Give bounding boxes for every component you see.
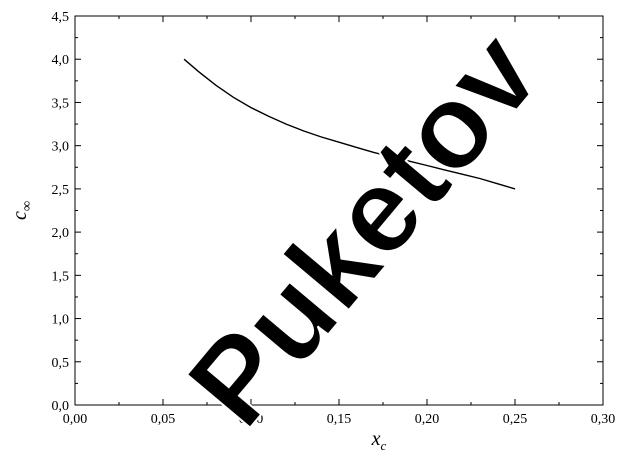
y-tick-label: 4,5 <box>52 10 70 25</box>
x-tick-label: 0,30 <box>591 412 616 427</box>
y-axis-label: c∞ <box>9 201 35 220</box>
y-tick-label: 3,0 <box>52 140 70 155</box>
x-tick-label: 0,00 <box>63 412 88 427</box>
x-tick-label: 0,10 <box>239 412 264 427</box>
labels-layer: 0,00 0,05 0,10 0,15 0,20 0,25 0,30 0,0 0,5 1,0 1,5… <box>9 10 615 453</box>
y-tick-label: 2,5 <box>52 183 70 198</box>
x-tick-label: 0,25 <box>503 412 528 427</box>
y-tick-label: 2,0 <box>52 226 70 241</box>
watermark-text: Puketov <box>162 7 565 451</box>
y-tick-label: 0,5 <box>52 356 70 371</box>
x-tick-label: 0,15 <box>327 412 352 427</box>
x-tick-label: 0,05 <box>151 412 176 427</box>
series-layer <box>183 58 516 190</box>
y-axis-label-subscript: ∞ <box>20 201 35 211</box>
y-tick-label: 1,5 <box>52 269 70 284</box>
y-tick-label: 1,0 <box>52 313 70 328</box>
plot-frame <box>74 15 604 406</box>
x-tick-label: 0,20 <box>415 412 440 427</box>
y-tick-label: 4,0 <box>52 53 70 68</box>
y-tick-label: 0,0 <box>52 399 70 414</box>
series-line <box>183 58 516 190</box>
y-tick-label: 3,5 <box>52 96 70 111</box>
x-axis-label: xc <box>371 428 387 453</box>
x-axis-label-subscript: c <box>381 438 387 453</box>
